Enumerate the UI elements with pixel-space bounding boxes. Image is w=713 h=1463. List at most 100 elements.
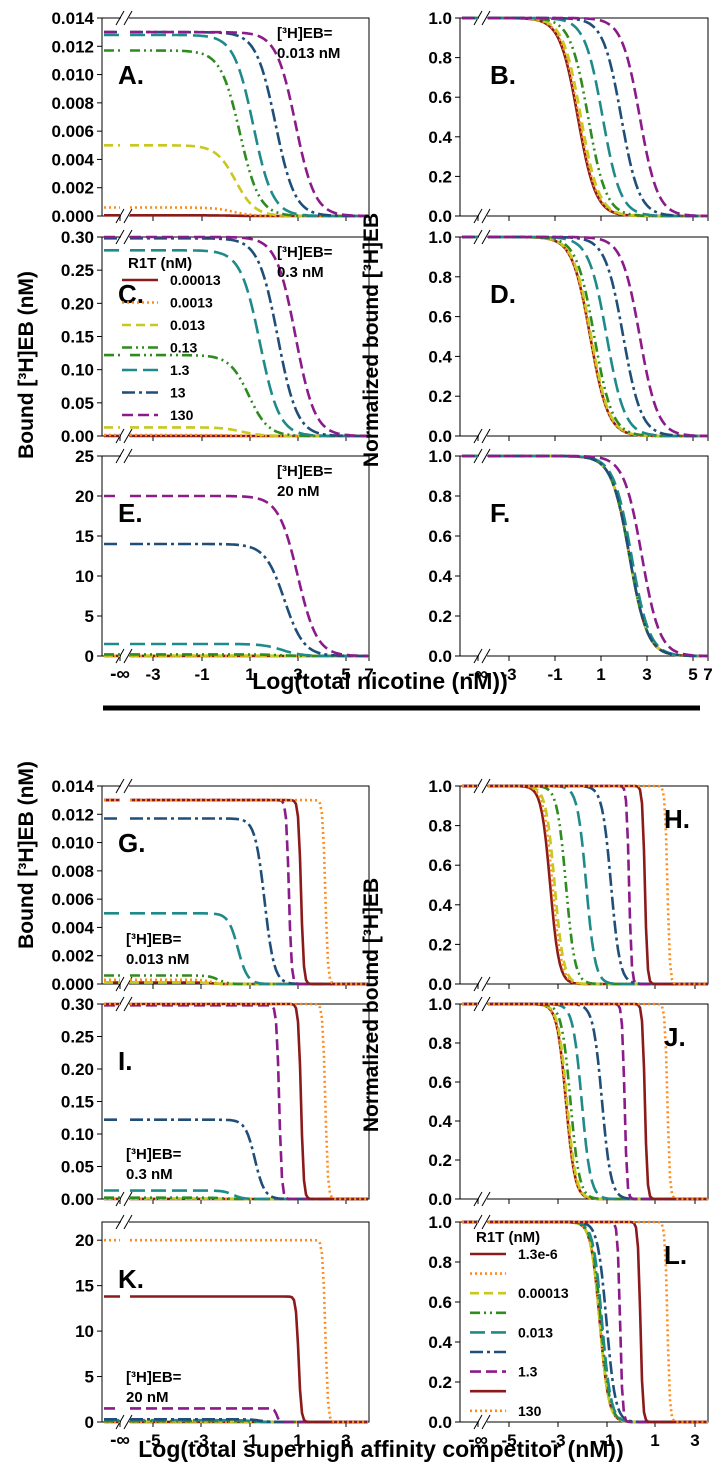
axis-break: [481, 648, 491, 664]
axis-break: [123, 229, 133, 245]
y-tick-label: 10: [75, 567, 94, 586]
y-tick-label: 25: [75, 447, 94, 466]
axis-break: [481, 208, 491, 224]
axis-break: [123, 10, 133, 26]
y-tick-label: 0.6: [428, 88, 452, 107]
concentration-annotation: 20 nM: [126, 1389, 169, 1406]
y-tick-label: 0.10: [61, 361, 94, 380]
y-tick-label: 0.014: [51, 777, 94, 796]
x-tick-label: -∞: [468, 1430, 488, 1451]
axis-break: [123, 1191, 133, 1207]
plot-frame: [459, 236, 709, 437]
axis-break-mask: [479, 430, 487, 442]
series-line: [104, 542, 368, 658]
y-tick-label: 0.010: [51, 834, 94, 853]
x-tick-label: -∞: [468, 664, 488, 685]
y-tick-label: 0.8: [428, 49, 452, 68]
series-line: [104, 1238, 368, 1424]
concentration-annotation: [³H]EB=: [126, 1146, 182, 1163]
axis-break-mask: [121, 650, 129, 662]
y-tick-label: 0.014: [51, 9, 94, 28]
axis-break: [473, 1414, 483, 1430]
y-tick-label: 15: [75, 1277, 94, 1296]
axis-break: [115, 1214, 125, 1230]
x-tick-label: 5: [341, 665, 350, 684]
x-tick-label: 1: [245, 665, 254, 684]
legend-label: 0.13: [170, 340, 197, 356]
y-tick-label: 0.05: [61, 1158, 94, 1177]
x-tick-label: -5: [145, 1431, 160, 1450]
series-line: [462, 454, 708, 658]
panel-label: B.: [490, 60, 516, 90]
y-tick-label: 0.2: [428, 935, 452, 954]
x-tick-label: 7: [703, 665, 712, 684]
concentration-annotation: 0.013 nM: [277, 45, 340, 62]
axis-break-mask: [121, 1193, 129, 1205]
series-line: [104, 1407, 368, 1424]
axis-break: [115, 778, 125, 794]
axis-break: [123, 1214, 133, 1230]
plot-frame: [459, 455, 709, 657]
axis-break-mask: [479, 12, 487, 24]
axis-break-mask: [479, 1193, 487, 1205]
y-tick-label: 0.15: [61, 1093, 94, 1112]
y-tick-label: 0.4: [428, 896, 452, 915]
axis-break-mask: [479, 998, 487, 1010]
series-line: [462, 16, 708, 218]
legend-top: R1T (nM)0.00013 0.0013 0.013 0.13 1.3 13 130: [122, 255, 221, 423]
axis-break: [123, 448, 133, 464]
series-line: [462, 454, 708, 658]
x-tick-label: 1: [293, 1431, 302, 1450]
legend-label: 13: [170, 385, 186, 401]
y-tick-label: 0.2: [428, 1373, 452, 1392]
concentration-annotation: [³H]EB=: [277, 244, 333, 261]
axis-break: [481, 229, 491, 245]
panel-label: C.: [118, 279, 144, 309]
axis-break-mask: [479, 231, 487, 243]
y-tick-label: 0.4: [428, 567, 452, 586]
panel-j: 0.0 0.2 0.4 0.6 0.8 1.0 J.: [428, 995, 709, 1209]
axis-break-mask: [121, 978, 129, 990]
y-tick-label: 0.0: [428, 207, 452, 226]
panels-layer: 0.0000.0020.0040.0060.0080.0100.0120.014…: [51, 9, 712, 1451]
x-tick-label: -3: [193, 1431, 208, 1450]
y-tick-label: 0.8: [428, 487, 452, 506]
plot-frame: [101, 455, 370, 657]
concentration-annotation: [³H]EB=: [126, 1369, 182, 1386]
x-tick-label: -1: [599, 1431, 614, 1450]
panel-label: F.: [490, 498, 510, 528]
y-tick-label: 0.4: [428, 1112, 452, 1131]
series-line: [104, 353, 368, 438]
series-line: [462, 16, 708, 218]
series-line: [104, 494, 368, 658]
axis-break: [481, 1191, 491, 1207]
axis-break-mask: [479, 978, 487, 990]
panel-label: G.: [118, 828, 145, 858]
y-tick-label: 0.0: [428, 1190, 452, 1209]
series-line: [104, 642, 368, 658]
y-tick-label: 20: [75, 487, 94, 506]
series-line: [462, 784, 708, 986]
legend-label: 0.013: [518, 1324, 553, 1340]
y-tick-label: 0.2: [428, 607, 452, 626]
y-tick-label: 0.30: [61, 995, 94, 1014]
series-line: [104, 653, 368, 658]
axis-break-mask: [121, 450, 129, 462]
series-line: [462, 454, 708, 658]
x-tick-label: -1: [242, 1431, 257, 1450]
series-line: [462, 454, 708, 658]
series-line: [462, 235, 708, 438]
y-tick-label: 5: [85, 1368, 94, 1387]
x-tick-label: 5: [688, 665, 697, 684]
series-line: [462, 454, 709, 658]
axis-break: [481, 448, 491, 464]
legend-label: 130: [518, 1403, 542, 1419]
axis-break-mask: [479, 780, 487, 792]
series-line: [462, 235, 708, 438]
y-tick-label: 0.0: [428, 1413, 452, 1432]
x-tick-label: 1: [596, 665, 605, 684]
y-tick-label: 1.0: [428, 1213, 452, 1232]
panel-k: 0 5 10 15 20 -∞ -5 -3 -1 1 3 K. [³H]EB= 20 nM: [75, 1214, 370, 1451]
